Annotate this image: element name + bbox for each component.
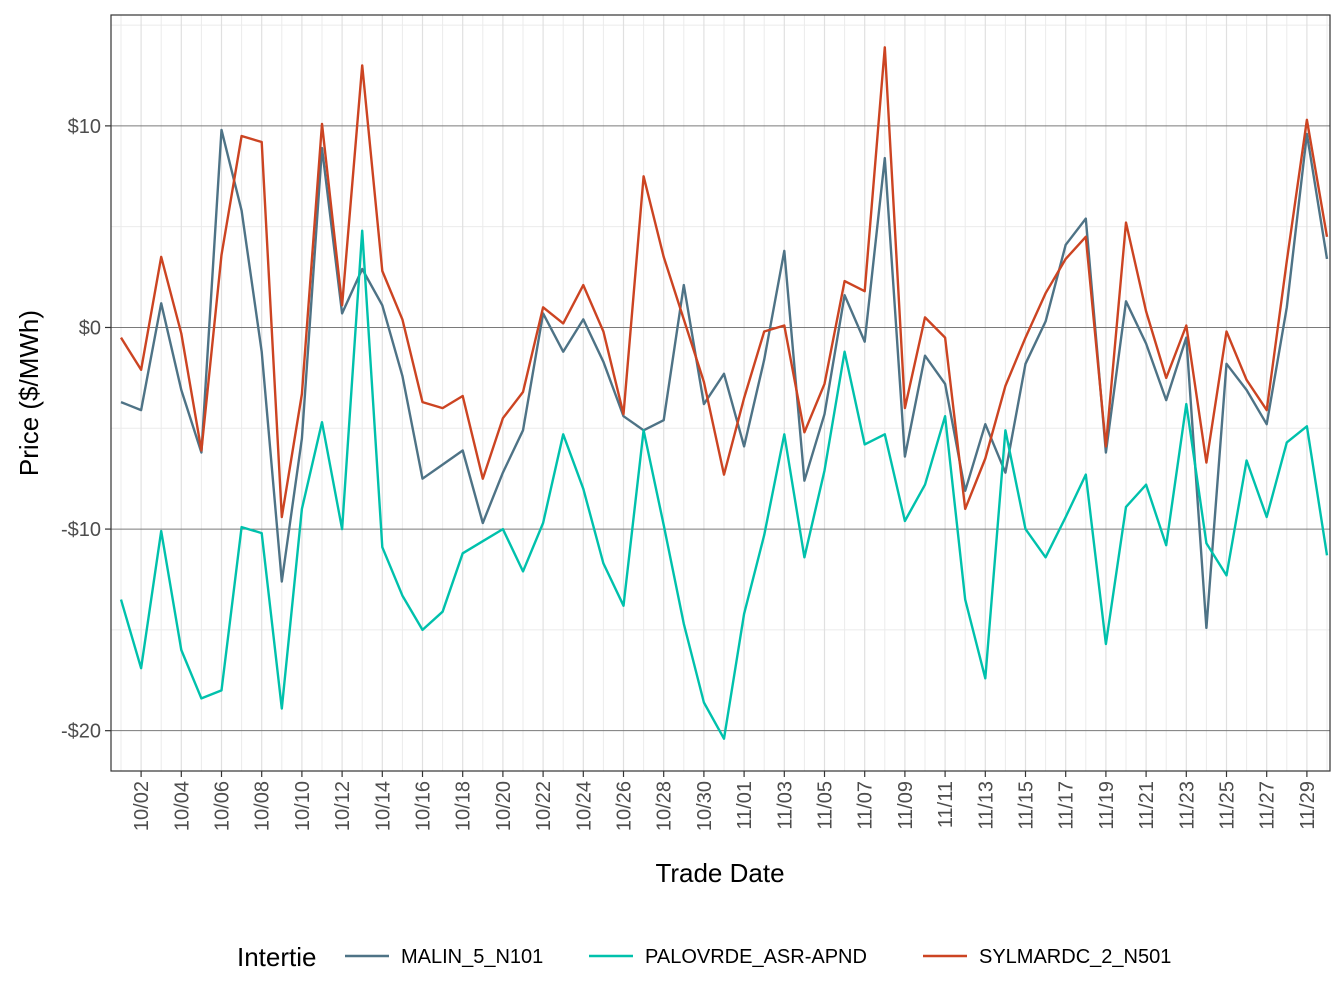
x-tick-label: 11/27 bbox=[1257, 781, 1279, 830]
x-tick-label: 10/26 bbox=[614, 781, 636, 831]
x-tick-label: 10/04 bbox=[171, 781, 193, 831]
legend-label-sylmardc: SYLMARDC_2_N501 bbox=[979, 946, 1171, 968]
x-tick-label: 11/19 bbox=[1096, 781, 1118, 830]
legend-title: Intertie bbox=[237, 942, 317, 972]
x-tick-label: 11/29 bbox=[1297, 781, 1319, 830]
x-tick-label: 10/02 bbox=[131, 781, 153, 831]
x-tick-label: 11/13 bbox=[975, 781, 997, 830]
y-tick-label: $10 bbox=[68, 116, 101, 138]
x-tick-label: 10/28 bbox=[654, 781, 676, 831]
x-tick-label: 11/21 bbox=[1136, 781, 1158, 830]
x-tick-label: 10/12 bbox=[332, 781, 354, 831]
x-tick-label: 11/07 bbox=[855, 781, 877, 830]
y-tick-label: -$20 bbox=[61, 721, 101, 743]
legend-label-malin: MALIN_5_N101 bbox=[401, 946, 543, 968]
x-tick-label: 11/09 bbox=[895, 781, 917, 830]
x-tick-label: 10/14 bbox=[372, 781, 394, 831]
legend: Intertie MALIN_5_N101 PALOVRDE_ASR-APND … bbox=[237, 942, 1171, 972]
x-tick-label: 10/18 bbox=[453, 781, 475, 831]
legend-label-palovrde: PALOVRDE_ASR-APND bbox=[645, 946, 867, 968]
series-line-sylmardc-2-n501 bbox=[119, 46, 1329, 519]
x-tick-label: 11/15 bbox=[1016, 781, 1038, 830]
x-tick-label: 11/17 bbox=[1056, 781, 1078, 830]
x-tick-label: 10/08 bbox=[252, 781, 274, 831]
x-tick-label: 10/22 bbox=[533, 781, 555, 831]
series-lines bbox=[119, 46, 1329, 740]
x-axis-title: Trade Date bbox=[655, 858, 784, 888]
x-tick-label: 10/06 bbox=[212, 781, 234, 831]
x-tick-label: 11/25 bbox=[1217, 781, 1239, 830]
x-tick-label: 10/10 bbox=[292, 781, 314, 831]
x-axis-ticks: 10/02 10/04 10/06 10/08 10/10 10/12 10/14 10/16… bbox=[131, 771, 1319, 831]
x-tick-label: 11/01 bbox=[734, 781, 756, 830]
series-line-malin-5-n101 bbox=[120, 128, 1329, 630]
x-tick-label: 11/11 bbox=[935, 781, 957, 828]
major-gridlines bbox=[111, 15, 1330, 771]
y-tick-label: -$10 bbox=[61, 519, 101, 541]
x-tick-label: 10/20 bbox=[493, 781, 515, 831]
series-line-palovrde-asr-apnd bbox=[119, 229, 1329, 740]
y-tick-label: $0 bbox=[79, 317, 101, 339]
x-tick-label: 10/24 bbox=[573, 781, 595, 831]
panel-border bbox=[110, 14, 1331, 772]
x-tick-label: 11/23 bbox=[1176, 781, 1198, 830]
y-axis-title: Price ($/MWh) bbox=[14, 310, 44, 476]
x-tick-label: 10/30 bbox=[694, 781, 716, 831]
minor-gridlines bbox=[111, 15, 1330, 771]
y-axis-ticks: $10 $0 -$10 -$20 bbox=[61, 116, 111, 743]
x-tick-label: 11/05 bbox=[815, 781, 837, 830]
x-tick-label: 11/03 bbox=[774, 781, 796, 830]
x-tick-label: 10/16 bbox=[413, 781, 435, 831]
